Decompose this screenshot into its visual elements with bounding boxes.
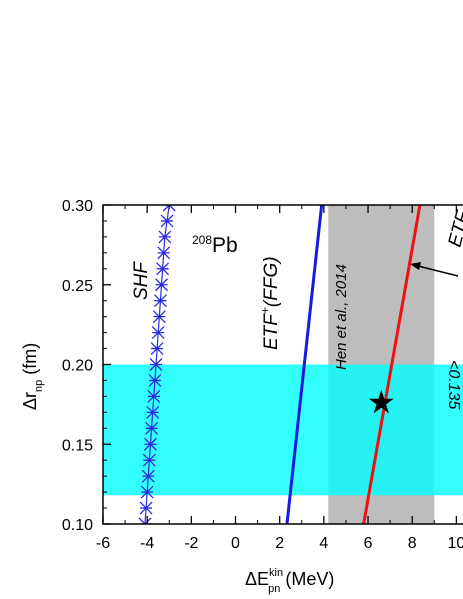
marker xyxy=(147,389,161,403)
arrow-head xyxy=(410,262,421,270)
y-tick-label: 0.30 xyxy=(62,198,93,215)
marker xyxy=(139,501,153,515)
marker xyxy=(138,517,152,524)
band xyxy=(103,364,463,496)
marker xyxy=(144,437,157,451)
label-part: Pb xyxy=(212,234,238,257)
x-tick-label: 8 xyxy=(408,535,417,552)
y-tick-label: 0.15 xyxy=(62,437,93,454)
x-tick-label: 6 xyxy=(364,535,373,552)
annotation: Hen et al., 2014 xyxy=(333,264,350,370)
annotation: SHF xyxy=(131,261,152,300)
marker xyxy=(141,469,155,483)
x-tick-label: -2 xyxy=(184,535,198,552)
label-part: ETF xyxy=(261,313,282,350)
label-part: + xyxy=(258,307,272,314)
x-tick-label: 10 xyxy=(447,535,463,552)
series-line xyxy=(285,205,324,524)
y-axis-label: Δrnp (fm) xyxy=(20,343,45,410)
marker xyxy=(151,326,165,340)
annotation: 208Pb xyxy=(192,233,238,257)
label-part: pn xyxy=(268,583,280,595)
star-marker xyxy=(368,389,394,414)
marker xyxy=(150,342,164,356)
marker xyxy=(155,278,168,292)
x-tick-label: -4 xyxy=(140,535,154,552)
marker xyxy=(142,453,156,467)
label-part: 208 xyxy=(192,233,212,247)
y-tick-label: 0.10 xyxy=(62,517,93,534)
arrow xyxy=(413,264,459,277)
label-part: (MeV) xyxy=(285,569,334,589)
marker xyxy=(148,373,162,387)
annotation: ETF+(FFG) xyxy=(258,256,282,350)
x-tick-label: 0 xyxy=(231,535,240,552)
x-tick-label: -6 xyxy=(96,535,110,552)
marker xyxy=(153,294,167,308)
label-part: (fm) xyxy=(20,343,40,375)
annotation: ETF xyxy=(445,208,463,249)
marker xyxy=(156,262,170,276)
y-tick-label: 0.20 xyxy=(62,358,93,375)
label-part: np xyxy=(33,380,45,392)
series-line xyxy=(362,205,422,524)
x-tick-label: 4 xyxy=(319,535,328,552)
label-part: kin xyxy=(269,567,283,579)
marker xyxy=(145,421,159,435)
marker xyxy=(149,358,163,371)
label-part: Δr xyxy=(20,392,40,410)
marker xyxy=(162,205,176,212)
label-part: ΔE xyxy=(245,569,269,589)
annotation: <0.135 xyxy=(445,360,462,409)
axes: -6 -4 -2 0 2 4 6 8 10 0.10 0.15 0.20 0.25 0.30 xyxy=(62,198,463,552)
marker xyxy=(160,214,174,228)
marker xyxy=(152,310,166,324)
marker xyxy=(158,230,172,244)
marker xyxy=(157,246,171,260)
marker xyxy=(140,485,154,499)
y-tick-label: 0.25 xyxy=(62,278,93,295)
x-axis-label: ΔEkin pn (MeV) xyxy=(245,567,334,595)
marker xyxy=(146,405,160,419)
plot-area xyxy=(103,205,463,524)
label-part: (FFG) xyxy=(261,256,282,307)
x-tick-label: 2 xyxy=(275,535,284,552)
